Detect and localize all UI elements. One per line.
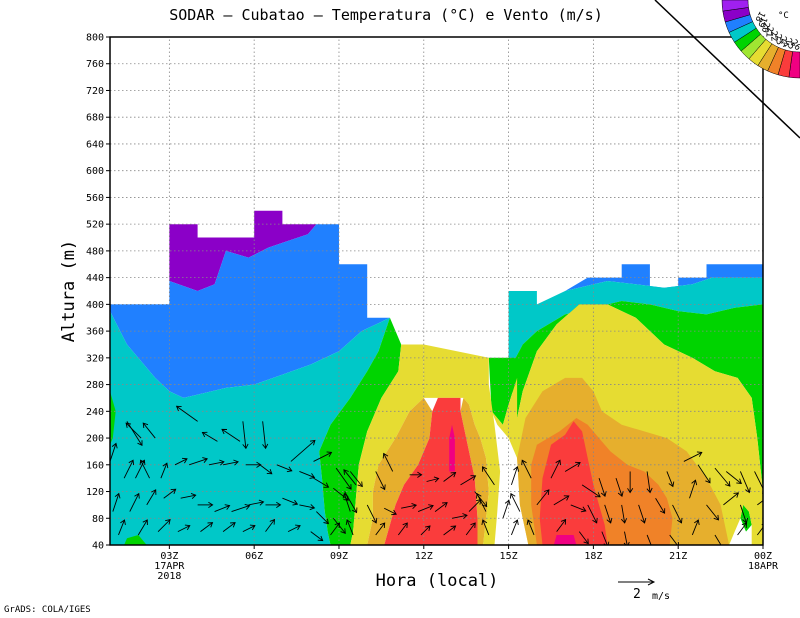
x-tick-label: 2018 (157, 571, 181, 582)
y-tick-label: 480 (86, 246, 104, 257)
x-axis-title: Hora (local) (376, 571, 499, 591)
y-axis-ticks: 40 80 120 160 200 240 280 320 360 400 440 480 520 560… (86, 33, 110, 552)
y-axis-title: Altura (m) (59, 240, 79, 342)
y-tick-label: 280 (86, 380, 104, 391)
legend-unit: °C (778, 11, 789, 21)
y-tick-label: 160 (86, 460, 104, 471)
y-tick-label: 600 (86, 166, 104, 177)
y-tick-label: 800 (86, 33, 104, 44)
x-tick-label: 15Z (500, 551, 518, 562)
y-tick-label: 560 (86, 193, 104, 204)
wind-arrow (510, 494, 519, 512)
wind-arrow (511, 520, 518, 535)
x-tick-label: 06Z (245, 551, 263, 562)
y-tick-label: 40 (92, 541, 104, 552)
x-tick-label: 21Z (669, 551, 687, 562)
wind-reference-unit: m/s (652, 591, 670, 602)
y-tick-label: 720 (86, 86, 104, 97)
y-tick-label: 80 (92, 514, 104, 525)
credit-text: GrADS: COLA/IGES (4, 605, 91, 615)
y-tick-label: 360 (86, 327, 104, 338)
y-tick-label: 760 (86, 59, 104, 70)
y-tick-label: 680 (86, 113, 104, 124)
y-tick-label: 520 (86, 220, 104, 231)
wind-reference: 2 m/s (618, 579, 670, 602)
y-tick-label: 400 (86, 300, 104, 311)
temp-region-23 (554, 535, 577, 545)
wind-arrow (511, 467, 518, 485)
x-tick-label: 12Z (415, 551, 433, 562)
x-tick-label: 18APR (748, 561, 779, 572)
y-tick-label: 440 (86, 273, 104, 284)
y-tick-label: 320 (86, 353, 104, 364)
wind-reference-value: 2 (633, 587, 641, 602)
wind-arrow (503, 500, 510, 518)
chart-title: SODAR – Cubatao – Temperatura (°C) e Ven… (169, 6, 602, 24)
y-tick-label: 200 (86, 434, 104, 445)
y-tick-label: 640 (86, 139, 104, 150)
y-tick-label: 120 (86, 487, 104, 498)
x-tick-label: 09Z (330, 551, 348, 562)
temperature-contours (110, 211, 763, 545)
y-tick-label: 240 (86, 407, 104, 418)
x-tick-label: 18Z (584, 551, 602, 562)
